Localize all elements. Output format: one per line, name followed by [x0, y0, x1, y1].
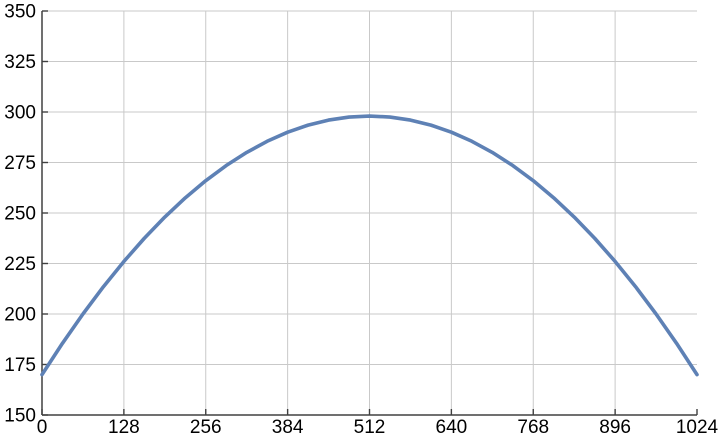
- y-tick-label: 225: [4, 254, 36, 275]
- x-tick-label: 1024: [676, 417, 719, 438]
- x-tick-label: 256: [190, 417, 222, 438]
- y-tick-label: 325: [4, 52, 36, 73]
- tick-marks: [41, 10, 698, 416]
- x-tick-label: 384: [272, 417, 304, 438]
- y-tick-label: 275: [4, 153, 36, 174]
- y-tick-label: 175: [4, 355, 36, 376]
- y-tick-label: 300: [4, 103, 36, 124]
- y-tick-label: 350: [4, 2, 36, 23]
- grid-lines: [42, 10, 697, 415]
- y-tick-label: 200: [4, 305, 36, 326]
- x-tick-label: 640: [436, 417, 468, 438]
- x-tick-label: 896: [599, 417, 631, 438]
- y-tick-label: 250: [4, 204, 36, 225]
- x-tick-labels: 0 128 256 384 512 640 768 896 1024: [37, 417, 719, 438]
- y-tick-label: 150: [4, 406, 36, 427]
- curve-path: [40, 114, 699, 377]
- x-tick-label: 768: [517, 417, 549, 438]
- x-tick-label: 0: [37, 417, 48, 438]
- x-tick-label: 128: [108, 417, 140, 438]
- y-tick-labels: 150 175 200 225 250 275 300 325 350: [4, 2, 36, 427]
- series-line: [40, 114, 699, 377]
- x-tick-label: 512: [354, 417, 386, 438]
